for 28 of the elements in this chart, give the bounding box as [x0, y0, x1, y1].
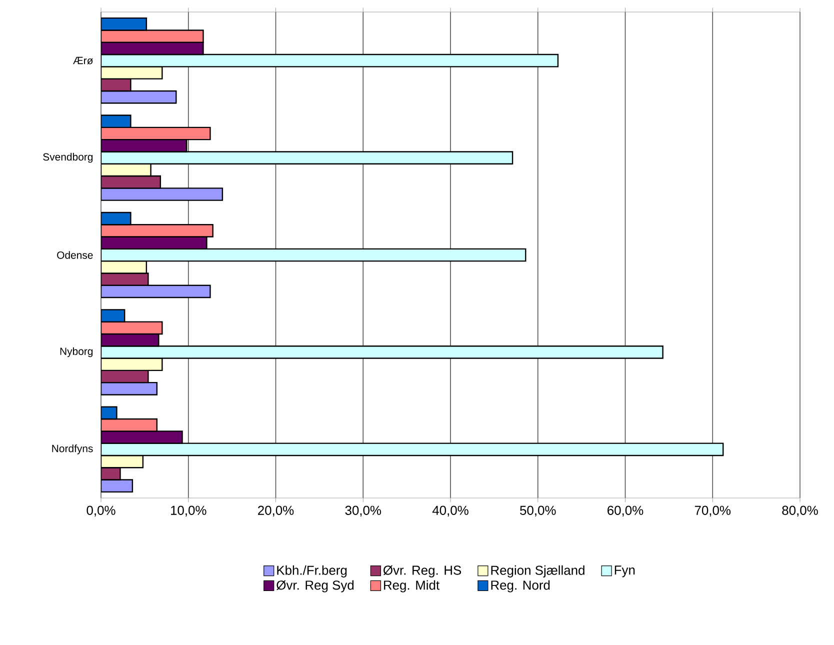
- x-tick-label: 40,0%: [432, 506, 468, 516]
- legend-label: Region Sjælland: [491, 565, 584, 578]
- bar: [101, 248, 526, 262]
- x-tick-label: 50,0%: [520, 506, 556, 516]
- legend-label: Øvr. Reg Syd: [276, 580, 354, 592]
- y-tick-label: Nordfyns: [52, 444, 93, 454]
- x-tick-label: 20,0%: [258, 506, 294, 516]
- bar: [101, 151, 514, 164]
- bar: [101, 346, 664, 359]
- y-tick-label: Odense: [57, 251, 93, 259]
- legend-label: Reg. Midt: [384, 580, 440, 592]
- y-tick-label: Nyborg: [60, 347, 93, 358]
- legend-label: Fyn: [614, 566, 635, 578]
- x-tick-label: 30,0%: [345, 506, 382, 516]
- x-tick-label: 0,0%: [86, 506, 116, 516]
- legend-label: Kbh./Fr.berg: [277, 565, 347, 578]
- x-tick-label: 80,0%: [782, 506, 818, 516]
- x-tick-label: 10,0%: [170, 506, 206, 516]
- y-tick-label: Svendborg: [43, 152, 93, 163]
- y-tick-label: Ærø: [73, 56, 93, 64]
- bar: [101, 442, 724, 456]
- legend-label: Øvr. Reg. HS: [383, 565, 462, 578]
- bar: [101, 126, 211, 140]
- x-tick-label: 70,0%: [694, 506, 731, 516]
- bar: [101, 284, 211, 298]
- legend-label: Reg. Nord: [491, 580, 550, 592]
- bar: [101, 54, 559, 68]
- x-tick-label: 60,0%: [608, 506, 644, 516]
